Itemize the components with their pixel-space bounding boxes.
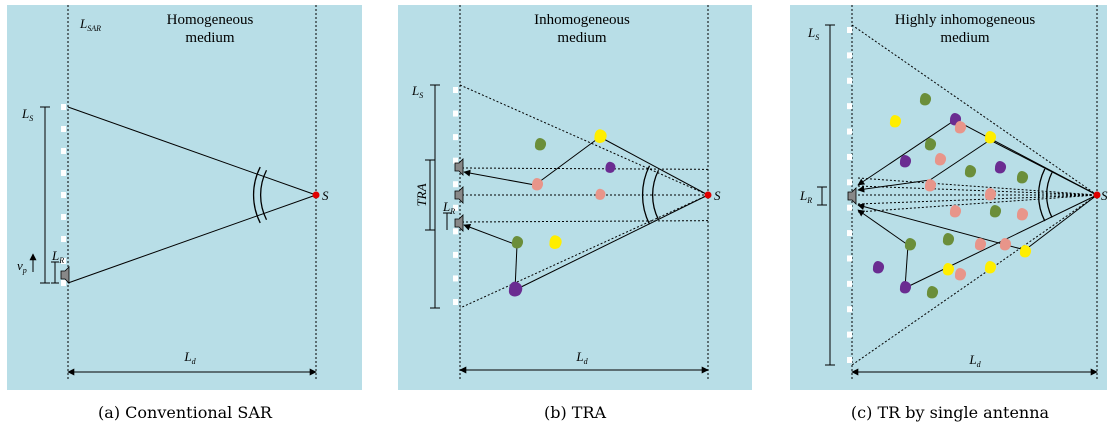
antenna-element <box>847 52 852 58</box>
label-main: L <box>51 248 59 263</box>
caption: (b) TRA <box>544 403 607 422</box>
antenna-element <box>847 205 852 211</box>
antenna-element <box>453 228 458 234</box>
antenna-element <box>453 134 458 140</box>
antenna-element <box>453 111 458 117</box>
panel-title: Inhomogeneous <box>534 12 630 28</box>
label-main: L <box>411 83 419 98</box>
antenna-element <box>847 255 852 261</box>
label-sub: R <box>806 196 812 205</box>
label-main: L <box>575 349 583 364</box>
antenna-element <box>61 126 66 132</box>
antenna-element <box>61 214 66 220</box>
label-sub: R <box>58 256 64 265</box>
antenna-element <box>847 179 852 185</box>
source-point <box>313 192 320 199</box>
panel-title: Homogeneous <box>167 12 254 28</box>
label-sub: R <box>449 207 455 216</box>
panel-background <box>398 5 752 390</box>
label-sub: p <box>22 266 27 275</box>
tra-label: TRA <box>414 183 429 206</box>
antenna-element <box>847 103 852 109</box>
label-sub: S <box>419 91 423 100</box>
label-main: L <box>799 188 807 203</box>
antenna-element <box>453 181 458 187</box>
figure: HomogeneousmediumLSARLSvpLRSLd(a) Conven… <box>0 0 1112 435</box>
antenna-element <box>61 192 66 198</box>
antenna-element <box>847 27 852 33</box>
label-sub: S <box>815 33 819 42</box>
antenna-element <box>847 78 852 84</box>
label-main: L <box>21 106 29 121</box>
antenna-element <box>847 281 852 287</box>
antenna-element <box>453 252 458 258</box>
label-main: L <box>79 16 87 31</box>
antenna-element <box>847 230 852 236</box>
antenna-element <box>847 332 852 338</box>
antenna-element <box>61 280 66 286</box>
panel-title: medium <box>185 30 234 46</box>
antenna-element <box>61 170 66 176</box>
source-point <box>1094 192 1101 199</box>
page: {"panels": [ {"title": ["Homogeneous", "… <box>0 0 1112 435</box>
source-label: S <box>714 188 721 203</box>
antenna-element <box>847 306 852 312</box>
source-label: S <box>322 188 329 203</box>
panel-title: medium <box>940 30 989 46</box>
antenna-element <box>453 87 458 93</box>
label-main: L <box>807 25 815 40</box>
antenna-element <box>847 129 852 135</box>
antenna-element <box>453 299 458 305</box>
label-sub: SAR <box>87 24 101 33</box>
label-main: L <box>442 199 450 214</box>
caption: (c) TR by single antenna <box>851 403 1050 422</box>
antenna-element <box>61 148 66 154</box>
antenna-element <box>453 275 458 281</box>
label-sub: S <box>29 114 33 123</box>
panel-title: medium <box>557 30 606 46</box>
antenna-element <box>61 104 66 110</box>
antenna-element <box>61 236 66 242</box>
label-main: L <box>968 352 976 367</box>
antenna-element <box>847 357 852 363</box>
antenna-element <box>847 154 852 160</box>
source-point <box>705 192 712 199</box>
panel-title: Highly inhomogeneous <box>895 12 1036 28</box>
label-main: L <box>183 349 191 364</box>
source-label: S <box>1101 188 1108 203</box>
caption: (a) Conventional SAR <box>98 403 273 422</box>
